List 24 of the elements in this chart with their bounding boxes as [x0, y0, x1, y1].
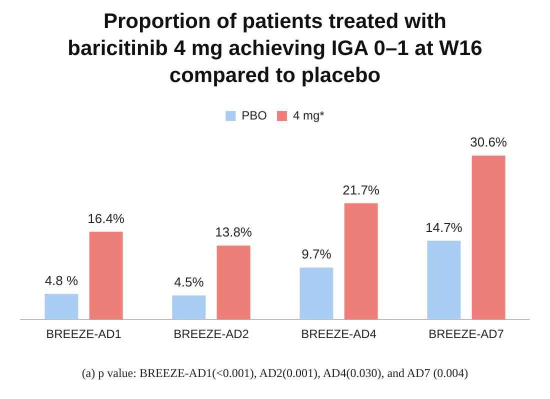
- bar: [216, 246, 250, 320]
- bar: [89, 232, 123, 320]
- bar: [172, 295, 206, 320]
- bar: [344, 203, 378, 320]
- data-label: 14.7%: [426, 220, 463, 235]
- data-label: 21.7%: [342, 182, 380, 198]
- data-label: 30.6%: [470, 134, 508, 150]
- chart-title: Proportion of patients treated with baricitinib 4 mg achieving IGA 0–1 at W16 compared to placebo: [66, 9, 484, 89]
- x-tick-label: BREEZE-AD4: [301, 327, 377, 342]
- legend-label: PBO: [242, 108, 267, 122]
- data-label: 9.7%: [302, 246, 332, 262]
- x-tick-label: BREEZE-AD7: [428, 327, 504, 342]
- bar: [44, 294, 78, 320]
- x-tick-label: BREEZE-AD1: [46, 327, 122, 342]
- legend-label: 4 mg*: [292, 108, 325, 122]
- bar: [300, 268, 334, 320]
- x-tick-label: BREEZE-AD2: [174, 327, 250, 342]
- data-label: 4.8 %: [44, 272, 78, 288]
- bar: [472, 156, 506, 320]
- bar: [427, 240, 461, 320]
- data-label: 4.5%: [174, 274, 204, 290]
- data-label: 13.8%: [215, 224, 252, 240]
- data-label: 16.4%: [88, 210, 125, 226]
- text: (a) p value: BREEZE-AD1(<0.001), AD2(0.001), AD4(0.030), and AD7 (0.004): [80, 366, 470, 381]
